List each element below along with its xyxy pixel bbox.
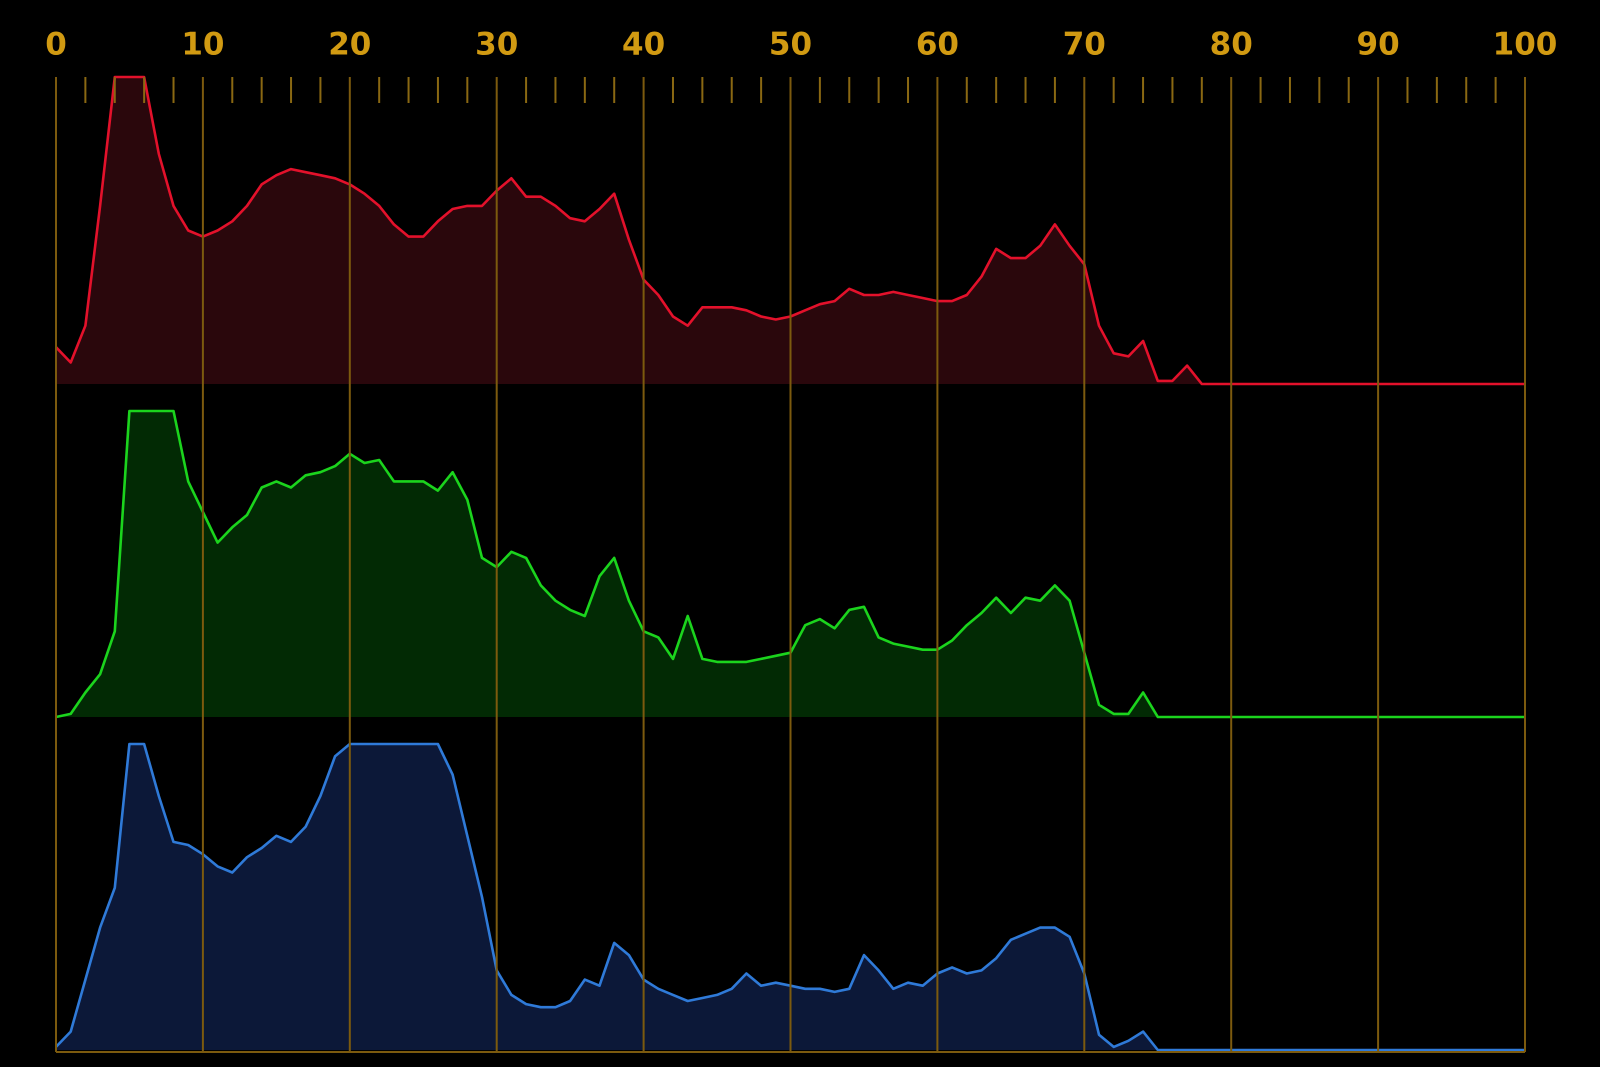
x-tick-label: 50	[769, 27, 812, 63]
x-tick-label: 10	[181, 27, 224, 63]
area-fill	[56, 77, 1525, 384]
x-tick-label: 20	[328, 27, 371, 63]
area-fill	[56, 411, 1525, 717]
x-tick-label: 90	[1357, 27, 1400, 63]
x-tick-label: 60	[916, 27, 959, 63]
x-tick-label: 30	[475, 27, 518, 63]
x-tick-label: 40	[622, 27, 665, 63]
x-tick-label: 80	[1210, 27, 1253, 63]
x-tick-label: 100	[1493, 27, 1558, 63]
area-fill	[56, 744, 1525, 1050]
x-tick-label: 70	[1063, 27, 1106, 63]
x-tick-label: 0	[45, 27, 67, 63]
